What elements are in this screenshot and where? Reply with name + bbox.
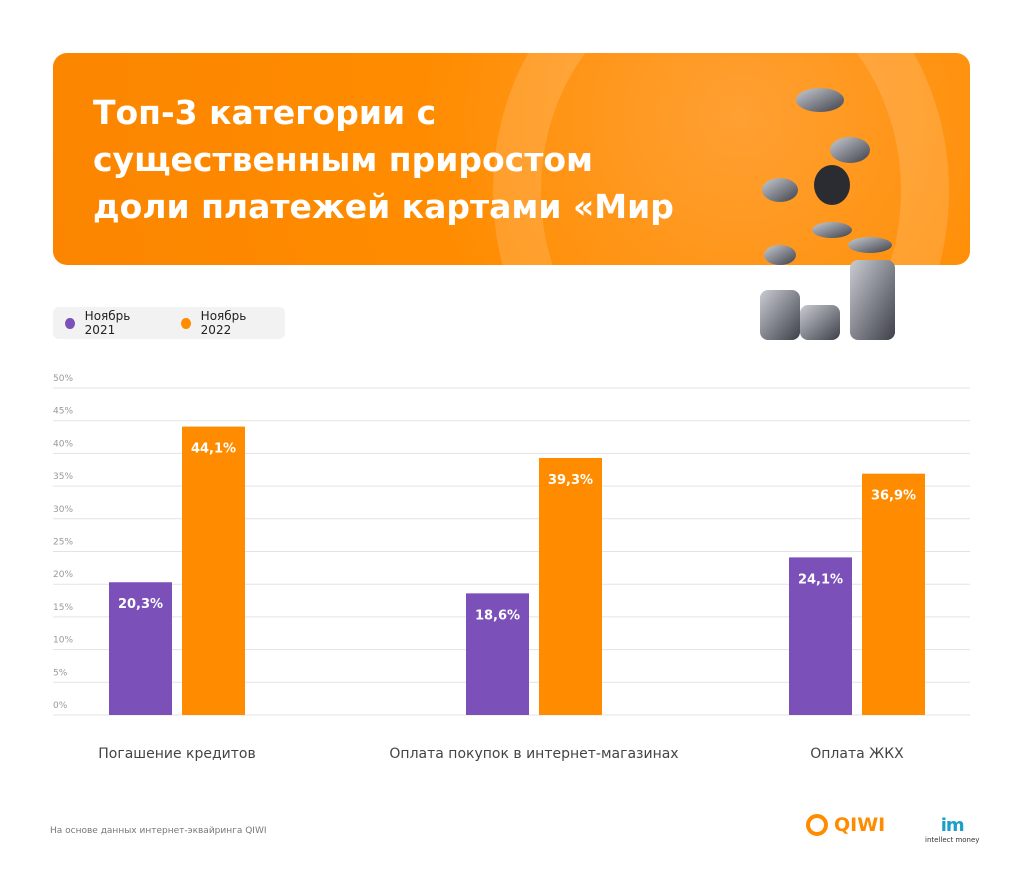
bar xyxy=(539,457,602,715)
y-tick-label: 35% xyxy=(53,472,73,482)
bar-chart: 0% 5% 10% 15% 20% 25% 30% 35% 40% 45% 50% 20,3% 44,1… xyxy=(53,374,970,762)
y-tick-label: 25% xyxy=(53,538,73,548)
y-tick-label: 45% xyxy=(53,407,73,417)
coins-illustration xyxy=(760,88,895,340)
footnote: На основе данных интернет-эквайринга QIW… xyxy=(50,826,267,836)
intellect-money-logo: im intellect money xyxy=(925,815,979,844)
intellect-money-mark: im xyxy=(940,815,965,836)
data-label: 24,1% xyxy=(798,572,843,587)
data-label: 39,3% xyxy=(548,473,593,488)
intellect-money-text: intellect money xyxy=(925,836,980,844)
bar xyxy=(109,582,172,715)
page-title: Топ-3 категории с существенным приростом… xyxy=(93,89,693,230)
title-line: Топ-3 категории с xyxy=(93,93,437,132)
category-label: Оплата ЖКХ xyxy=(810,746,904,762)
y-tick-label: 20% xyxy=(53,570,73,580)
data-label: 18,6% xyxy=(475,608,520,623)
legend-item-2021: Ноябрь 2021 xyxy=(65,309,155,337)
data-label: 44,1% xyxy=(191,442,236,457)
legend-dot-purple xyxy=(65,317,75,329)
bar xyxy=(182,426,245,715)
y-tick-label: 0% xyxy=(53,701,68,711)
category-label: Оплата покупок в интернет-магазинах xyxy=(389,746,678,762)
title-line: доли платежей картами «Мир xyxy=(93,187,674,226)
y-tick-label: 10% xyxy=(53,636,73,646)
legend-label: Ноябрь 2021 xyxy=(84,309,131,337)
y-tick-label: 30% xyxy=(53,505,73,515)
bar xyxy=(789,557,852,715)
chart-legend: Ноябрь 2021 Ноябрь 2022 xyxy=(53,307,285,339)
qiwi-q-icon xyxy=(806,814,828,836)
qiwi-logo: QIWI xyxy=(806,814,885,836)
category-label: Погашение кредитов xyxy=(98,746,255,762)
qiwi-logo-text: QIWI xyxy=(834,814,886,836)
legend-label: Ноябрь 2022 xyxy=(200,309,247,337)
y-tick-label: 50% xyxy=(53,374,73,384)
bar xyxy=(466,593,529,715)
bar xyxy=(862,473,925,715)
data-label: 20,3% xyxy=(118,597,163,612)
y-tick-label: 5% xyxy=(53,668,68,678)
title-line: существенным приростом xyxy=(93,140,593,179)
data-label: 36,9% xyxy=(871,489,916,504)
y-tick-label: 40% xyxy=(53,439,73,449)
legend-dot-orange xyxy=(181,317,191,329)
y-tick-label: 15% xyxy=(53,603,73,613)
legend-item-2022: Ноябрь 2022 xyxy=(181,309,271,337)
